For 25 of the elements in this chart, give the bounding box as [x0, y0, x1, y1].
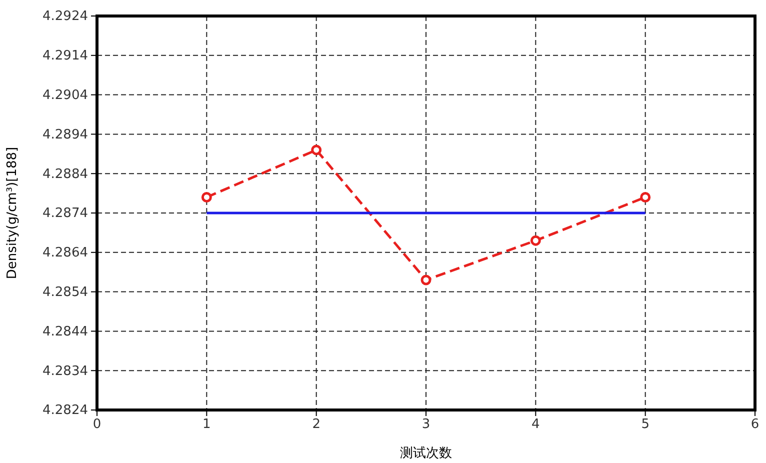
y-tick-label: 4.2884 [42, 166, 88, 182]
y-tick-label: 4.2894 [42, 127, 88, 142]
y-tick-label: 4.2874 [42, 206, 88, 222]
point [640, 192, 651, 202]
y-tick-label: 4.2914 [42, 48, 88, 64]
y-tick-label: 4.2854 [42, 284, 88, 300]
y-tick-label: 4.2824 [42, 403, 88, 418]
point [420, 274, 432, 286]
x-tick-label: 1 [202, 417, 211, 432]
x-axis-title: 测试次数 [400, 446, 452, 461]
point [530, 235, 541, 246]
y-tick-label: 4.2844 [42, 324, 88, 340]
y-axis-title: Density(g/cm³)[188] [5, 146, 20, 280]
point [201, 192, 212, 202]
point [311, 144, 322, 156]
x-tick-label: 6 [750, 417, 760, 432]
x-tick-label: 4 [532, 417, 540, 432]
x-tick-label: 3 [422, 417, 430, 432]
y-tick-label: 4.2864 [42, 246, 88, 261]
x-tick-label: 0 [92, 417, 102, 432]
y-tick-label: 4.2904 [42, 88, 88, 103]
y-tick-label: 4.2924 [42, 9, 88, 24]
y-tick-label: 4.2834 [42, 364, 88, 379]
x-tick-label: 5 [641, 417, 650, 432]
x-tick-label: 2 [312, 417, 320, 432]
